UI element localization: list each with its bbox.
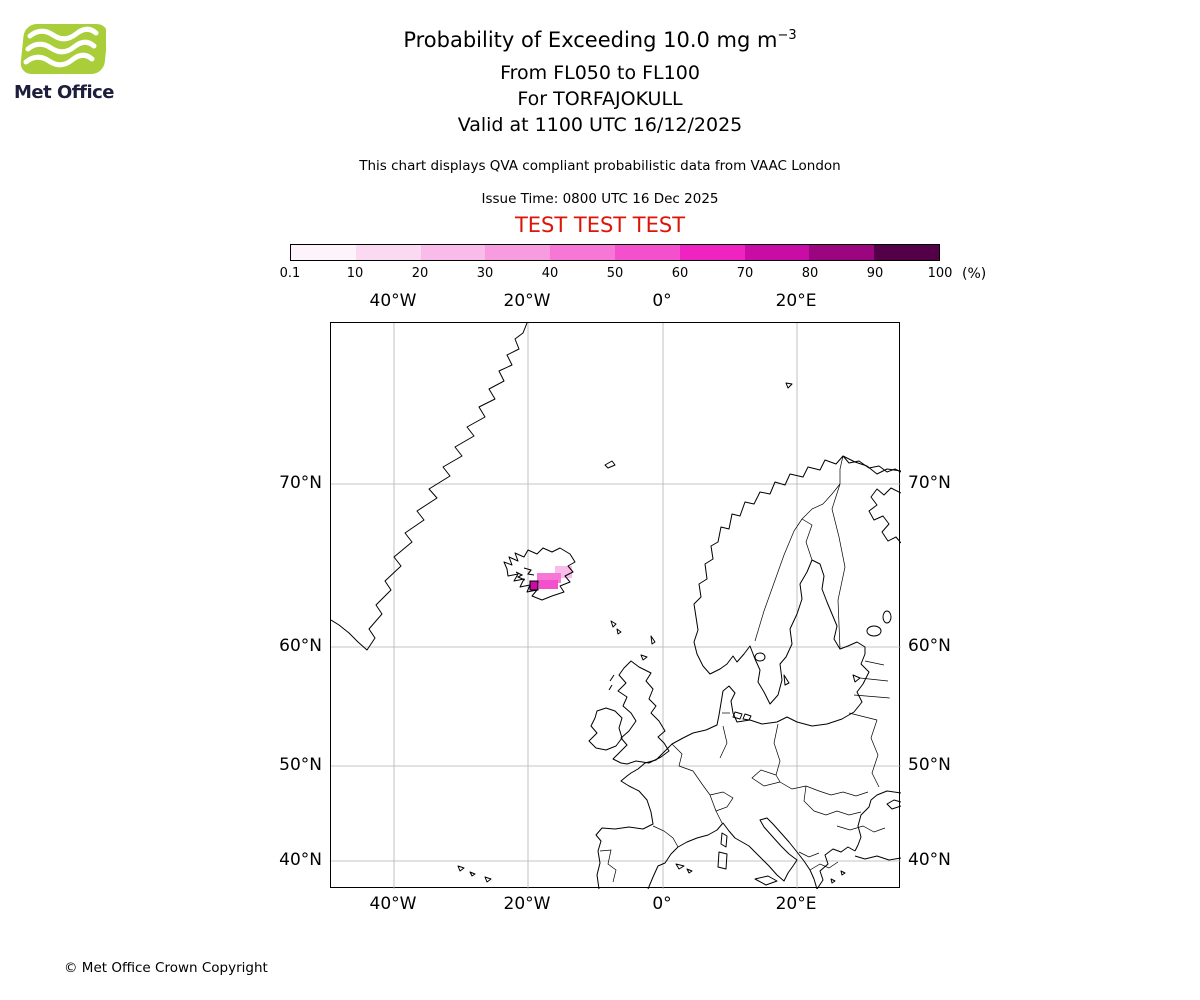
axis-label-bottom-40w: 40°W <box>369 894 417 914</box>
coast-black-sea-west <box>854 790 901 852</box>
coast-bear-island <box>785 382 793 389</box>
colorbar-segment <box>744 245 810 260</box>
coast-greenland <box>331 323 528 651</box>
colorbar-tick: 20 <box>411 266 429 281</box>
colorbar-unit-label: (%) <box>962 266 987 282</box>
subtitle-volcano: For TORFAJOKULL <box>517 88 683 110</box>
coast-denmark-islands <box>732 711 752 721</box>
axis-label-right-60n: 60°N <box>908 636 951 656</box>
issue-time: Issue Time: 0800 UTC 16 Dec 2025 <box>481 191 719 207</box>
colorbar-tick: 30 <box>476 266 494 281</box>
coast-aegean <box>816 846 856 889</box>
coast-mediterranean <box>647 817 818 889</box>
coast-shetland <box>650 635 656 645</box>
met-office-wordmark: Met Office <box>14 82 115 103</box>
coast-aegean-islands <box>830 870 846 884</box>
ash-cell-50-60 <box>539 580 558 589</box>
axis-label-left-40n: 40°N <box>279 850 322 870</box>
coast-iceland <box>503 547 576 601</box>
colorbar-segment <box>291 245 356 260</box>
coast-ireland <box>588 707 623 751</box>
country-borders <box>599 455 891 883</box>
colorbar-segment <box>485 245 551 260</box>
colorbar-segment <box>874 245 939 260</box>
colorbar-tick: 90 <box>866 266 884 281</box>
ash-contour-marks <box>515 567 539 591</box>
axis-label-bottom-0: 0° <box>652 894 672 914</box>
coast-balearics <box>675 863 693 874</box>
colorbar-gradient <box>290 244 940 261</box>
colorbar-segment <box>614 245 680 260</box>
colorbar-segment <box>809 245 875 260</box>
coast-orkney <box>640 654 648 661</box>
axis-label-right-50n: 50°N <box>908 755 951 775</box>
colorbar-tick: 10 <box>346 266 364 281</box>
ash-cell-40-50 <box>537 573 561 583</box>
colorbar-tick-labels: 0.1 10 20 30 40 50 60 70 80 90 100 <box>280 266 953 282</box>
coast-white-sea <box>868 487 901 544</box>
colorbar-tick: 60 <box>671 266 689 281</box>
chart-description: This chart displays QVA compliant probab… <box>359 158 841 174</box>
colorbar-tick: 80 <box>801 266 819 281</box>
axis-label-left-50n: 50°N <box>279 755 322 775</box>
axis-label-left-70n: 70°N <box>279 473 322 493</box>
lake-onega <box>882 610 892 624</box>
coastlines <box>331 323 901 889</box>
ash-probability-cells <box>530 566 572 590</box>
colorbar-segment <box>679 245 745 260</box>
graticule <box>331 323 901 889</box>
colorbar-segment <box>355 245 421 260</box>
lake-vanern <box>754 652 766 662</box>
axis-label-left-60n: 60°N <box>279 636 322 656</box>
colorbar-tick: 0.1 <box>279 266 301 281</box>
coast-faroes <box>610 620 622 635</box>
colorbar-tick: 70 <box>736 266 754 281</box>
coast-sardinia <box>717 851 728 870</box>
coast-scandinavia-europe <box>595 455 901 889</box>
lake-ladoga <box>866 625 882 637</box>
axis-label-top-20w: 20°W <box>503 291 551 311</box>
subtitle-flight-levels: From FL050 to FL100 <box>500 62 700 84</box>
axis-label-right-70n: 70°N <box>908 473 951 493</box>
coast-saaremaa <box>852 674 861 683</box>
axis-label-bottom-20w: 20°W <box>503 894 551 914</box>
coast-great-britain <box>612 660 670 765</box>
met-office-logo: Met Office <box>14 22 124 103</box>
coast-jan-mayen <box>604 460 616 469</box>
axis-label-bottom-20e: 20°E <box>775 894 817 914</box>
colorbar-tick: 40 <box>541 266 559 281</box>
axis-label-top-40w: 40°W <box>369 291 417 311</box>
subtitle-valid-time: Valid at 1100 UTC 16/12/2025 <box>457 114 743 136</box>
axis-label-right-40n: 40°N <box>908 850 951 870</box>
coast-sicily <box>754 875 778 886</box>
coast-turkey-north <box>854 855 901 861</box>
axis-label-top-0: 0° <box>652 291 672 311</box>
map-panel <box>330 322 901 889</box>
ash-cell-70-80 <box>530 581 538 590</box>
chart-title-exponent: −3 <box>777 28 797 43</box>
coast-crimea <box>886 799 901 810</box>
colorbar-segment <box>550 245 615 260</box>
coast-azores <box>457 865 492 883</box>
test-banner: TEST TEST TEST <box>514 213 686 237</box>
coast-hebrides <box>608 674 615 691</box>
coast-gotland <box>783 674 790 686</box>
met-office-logo-icon <box>20 24 108 74</box>
chart-title: Probability of Exceeding 10.0 mg m−3 <box>0 28 1200 52</box>
copyright-notice: © Met Office Crown Copyright <box>64 960 268 976</box>
colorbar-segment <box>420 245 486 260</box>
map-canvas <box>331 323 901 889</box>
chart-title-text: Probability of Exceeding 10.0 mg m <box>403 28 778 52</box>
colorbar-tick: 50 <box>606 266 624 281</box>
colorbar-tick: 100 <box>927 266 953 281</box>
coast-corsica <box>720 832 728 848</box>
axis-label-top-20e: 20°E <box>775 291 817 311</box>
title-block: Probability of Exceeding 10.0 mg m−3 Fro… <box>0 28 1200 138</box>
